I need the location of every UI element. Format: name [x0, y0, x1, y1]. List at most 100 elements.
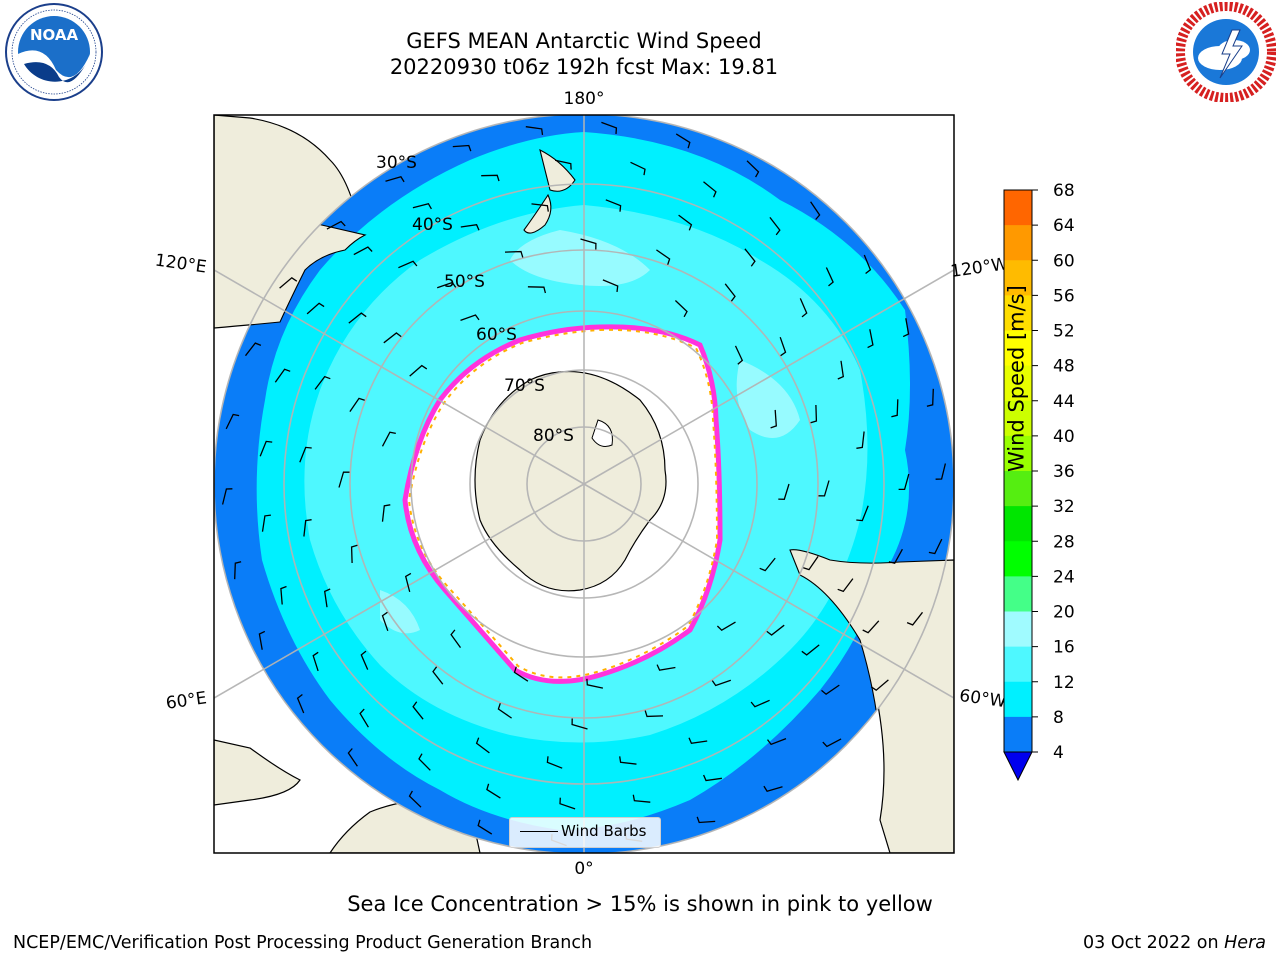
wind-barb: [928, 538, 943, 555]
wind-barb: [837, 578, 854, 593]
wind-barb: [744, 248, 756, 267]
colorbar-label: Wind Speed [m/s]: [1004, 285, 1029, 472]
wind-barb: [703, 181, 717, 198]
wind-barb: [349, 397, 365, 412]
national-weather-service-logo-icon: [1176, 2, 1276, 102]
noaa-logo-icon: NOAA: [5, 3, 103, 101]
wind-barb: [360, 650, 369, 670]
legend-line-icon: [520, 831, 558, 832]
wind-barb: [674, 300, 688, 318]
wind-barb: [799, 298, 808, 318]
colorbar-tick-label: 44: [1053, 392, 1075, 412]
footer-credit: NCEP/EMC/Verification Post Processing Pr…: [13, 933, 593, 953]
lon-label-60w: 60°W: [958, 686, 1007, 712]
colorbar-segment: [1004, 541, 1032, 577]
colorbar-tick-label: 20: [1053, 603, 1075, 623]
wind-barb: [810, 404, 818, 424]
colorbar-segment: [1004, 400, 1032, 437]
wind-barb: [571, 718, 588, 730]
wind-barb: [888, 548, 903, 564]
wind-barb: [408, 790, 422, 808]
wind-barb: [656, 249, 671, 265]
wind-barb: [398, 260, 418, 269]
colorbar-tick-label: 48: [1053, 357, 1075, 377]
wind-barb: [696, 816, 716, 824]
wind-barb: [870, 679, 889, 692]
wind-barb: [902, 318, 910, 338]
colorbar: 68 64 60 56 52 48 44 40 36 32 28 24 20 16 12 8 4: [1003, 181, 1075, 782]
colorbar-tick-label: 4: [1053, 743, 1064, 763]
wind-barb: [481, 174, 500, 182]
wind-barb: [326, 220, 346, 230]
wind-barbs: [221, 121, 947, 847]
wind-barb: [259, 440, 273, 457]
wind-barb: [630, 161, 646, 176]
colorbar-tick-label: 52: [1053, 322, 1075, 342]
wind-barb: [486, 783, 501, 799]
colorbar-segment: [1004, 225, 1032, 261]
wind-barb: [716, 621, 736, 632]
wind-barb: [303, 519, 312, 537]
wind-barb: [546, 756, 563, 769]
graticule: [214, 115, 954, 853]
wind-barb: [734, 345, 744, 365]
footer-date: 03 Oct 2022 on Hera: [1083, 933, 1266, 953]
colorbar-tick-label: 32: [1053, 497, 1075, 517]
colorbar-segment: [1004, 681, 1032, 718]
wind-barb: [675, 133, 691, 149]
footer-host: Hera: [1224, 933, 1266, 953]
wind-barb: [862, 620, 880, 634]
wind-barb: [759, 557, 776, 572]
map-frame: [213, 114, 955, 854]
colorbar-tick-label: 60: [1053, 251, 1075, 271]
new-zealand-land: [523, 148, 576, 234]
wind-barb: [856, 431, 865, 449]
wind-barb: [338, 471, 350, 488]
wind-barb: [385, 176, 405, 183]
wind-barb: [906, 611, 924, 626]
wind-barb: [818, 480, 830, 497]
wind-barb: [460, 223, 480, 231]
wind-barb: [280, 585, 287, 605]
colorbar-extend-arrow: [1003, 751, 1033, 782]
lon-label-120w: 120°W: [949, 254, 1009, 282]
wind-barb: [779, 336, 787, 357]
lon-label-60e: 60°E: [165, 688, 208, 713]
wind-barb: [274, 368, 291, 383]
colorbar-tick-label: 24: [1053, 567, 1075, 587]
wind-barb: [898, 473, 910, 491]
wind-barb: [244, 342, 262, 357]
wind-barb: [306, 302, 325, 315]
wind-barb: [383, 332, 402, 344]
wind-barb: [279, 276, 298, 289]
wind-barb: [803, 556, 819, 571]
wind-barb: [314, 375, 331, 390]
colorbar-segment: [1004, 576, 1032, 612]
sea-ice-note: Sea Ice Concentration > 15% is shown in …: [347, 892, 933, 916]
wind-barbs-legend: Wind Barbs: [509, 817, 661, 848]
colorbar-segment: [1004, 471, 1032, 507]
wind-barb: [688, 737, 708, 745]
wind-barb: [513, 666, 529, 682]
wind-barb: [703, 774, 722, 782]
noaa-logo-text: NOAA: [30, 26, 79, 44]
legend-label: Wind Barbs: [561, 822, 647, 840]
wind-barb: [409, 364, 428, 377]
wind-barb: [601, 121, 618, 134]
wind-barb: [711, 679, 732, 687]
wind-barb: [632, 794, 651, 803]
footer-date-text: 03 Oct 2022 on: [1083, 933, 1225, 953]
wind-barb: [350, 544, 358, 564]
wind-barb: [750, 699, 770, 708]
wind-barb: [347, 748, 358, 767]
wind-barb: [258, 630, 266, 650]
wind-barb: [554, 159, 572, 170]
wind-barb: [353, 246, 373, 256]
wind-barb: [477, 819, 493, 835]
colorbar-segment: [1004, 260, 1032, 296]
wind-barb: [602, 279, 619, 292]
wind-barb: [475, 737, 490, 754]
wind-barb: [580, 238, 597, 250]
wind-barb: [867, 329, 874, 349]
wind-barb: [348, 312, 367, 324]
